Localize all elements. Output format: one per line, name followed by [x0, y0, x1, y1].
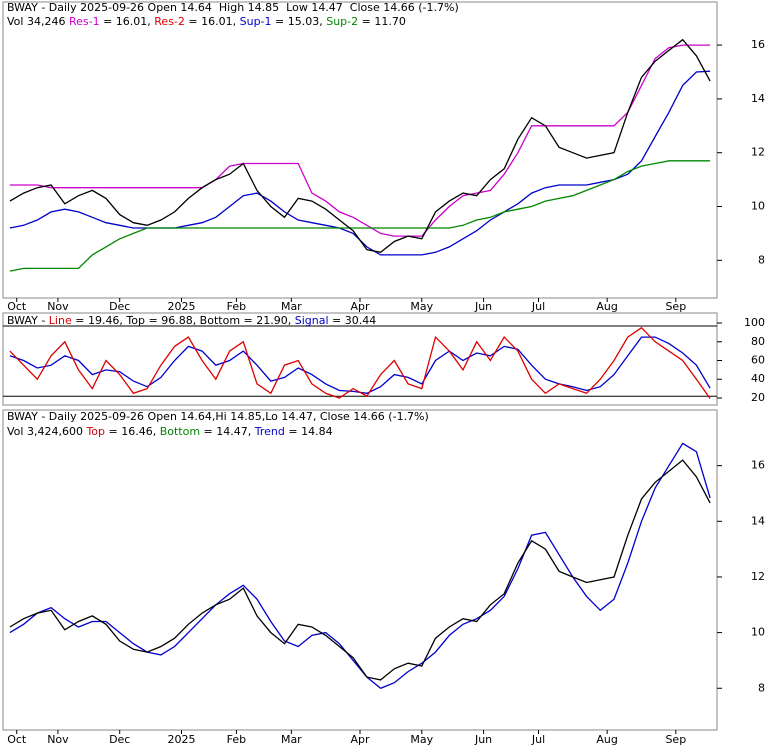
x-tick-label: May — [410, 733, 433, 745]
y-tick-label: 12 — [751, 146, 765, 159]
header-part: Res-1 — [69, 15, 100, 28]
x-tick-label: Jun — [474, 300, 492, 313]
series-line — [9, 442, 711, 690]
y-tick-label: 16 — [751, 459, 765, 472]
series-line — [9, 459, 711, 681]
header-text: BWAY - Daily 2025-09-26 Open 14.64,Hi 14… — [7, 410, 429, 423]
x-tick-label: Oct — [7, 300, 27, 313]
y-tick-label: 80 — [751, 335, 765, 348]
x-tick-label: Mar — [281, 300, 302, 313]
y-tick-label: 14 — [751, 92, 765, 105]
header-part: = 19.46, Top = 96.88, Bottom = 21.90, — [72, 314, 295, 327]
header-part: = 14.47, — [200, 425, 255, 438]
header-part: BWAY - Daily 2025-09-26 Open 14.64 High … — [7, 1, 459, 14]
header-part: Res-2 — [154, 15, 185, 28]
x-tick-label: May — [410, 300, 433, 313]
x-tick-label: Nov — [47, 733, 69, 745]
header-part: = 11.70 — [358, 15, 406, 28]
y-tick-label: 8 — [758, 681, 765, 694]
header-text: Vol 3,424,600 Top = 16.46, Bottom = 14.4… — [7, 425, 333, 438]
header-part: Sup-2 — [326, 15, 358, 28]
header-text: BWAY - Line = 19.46, Top = 96.88, Bottom… — [7, 314, 376, 327]
x-tick-label: Sep — [665, 300, 686, 313]
y-tick-label: 40 — [751, 372, 765, 385]
y-tick-label: 100 — [744, 316, 765, 329]
x-tick-label: Apr — [350, 300, 370, 313]
x-tick-label: Jul — [531, 300, 545, 313]
header-part: Bottom — [160, 425, 200, 438]
header-part: BWAY - — [7, 314, 49, 327]
x-tick-label: Feb — [227, 733, 246, 745]
x-tick-label: Mar — [281, 733, 302, 745]
series-line — [9, 44, 711, 237]
panel-frame — [2, 312, 718, 406]
y-tick-label: 12 — [751, 570, 765, 583]
header-part: = 15.03, — [272, 15, 327, 28]
header-part: Vol 3,424,600 — [7, 425, 86, 438]
header-part: Top — [85, 425, 105, 438]
y-tick-label: 60 — [751, 353, 765, 366]
header-part: Signal — [295, 314, 329, 327]
header-part: = 30.44 — [329, 314, 377, 327]
x-tick-label: Sep — [665, 733, 686, 745]
y-tick-label: 10 — [751, 200, 765, 213]
x-tick-label: Feb — [227, 300, 246, 313]
y-tick-label: 16 — [751, 38, 765, 51]
x-tick-label: Jun — [474, 733, 492, 745]
x-tick-label: Oct — [7, 733, 27, 745]
header-text: Vol 34,246 Res-1 = 16.01, Res-2 = 16.01,… — [7, 15, 406, 28]
series-line — [9, 38, 711, 253]
y-tick-label: 10 — [751, 626, 765, 639]
header-part: Trend — [254, 425, 285, 438]
y-tick-label: 8 — [758, 253, 765, 266]
x-tick-label: Dec — [109, 300, 130, 313]
header-part: = 16.46, — [105, 425, 160, 438]
x-tick-label: Apr — [350, 733, 370, 745]
header-part: = 16.01, — [100, 15, 155, 28]
header-text: BWAY - Daily 2025-09-26 Open 14.64 High … — [7, 1, 459, 14]
header-part: Sup-1 — [240, 15, 272, 28]
panel-frame — [2, 409, 718, 731]
series-line — [9, 326, 711, 399]
series-line — [9, 160, 711, 272]
header-part: = 16.01, — [185, 15, 240, 28]
x-tick-label: 2025 — [168, 733, 196, 745]
x-tick-label: Aug — [596, 733, 617, 745]
header-part: Vol 34,246 — [7, 15, 69, 28]
x-tick-label: Dec — [109, 733, 130, 745]
x-tick-label: Nov — [47, 300, 69, 313]
header-part: Line — [49, 314, 72, 327]
header-part: = 14.84 — [285, 425, 333, 438]
y-tick-label: 14 — [751, 514, 765, 527]
header-part: BWAY - Daily 2025-09-26 Open 14.64,Hi 14… — [7, 410, 429, 423]
panel-frame — [2, 1, 718, 299]
x-tick-label: 2025 — [168, 300, 196, 313]
x-tick-label: Jul — [531, 733, 545, 745]
y-tick-label: 20 — [751, 391, 765, 404]
x-tick-label: Aug — [596, 300, 617, 313]
